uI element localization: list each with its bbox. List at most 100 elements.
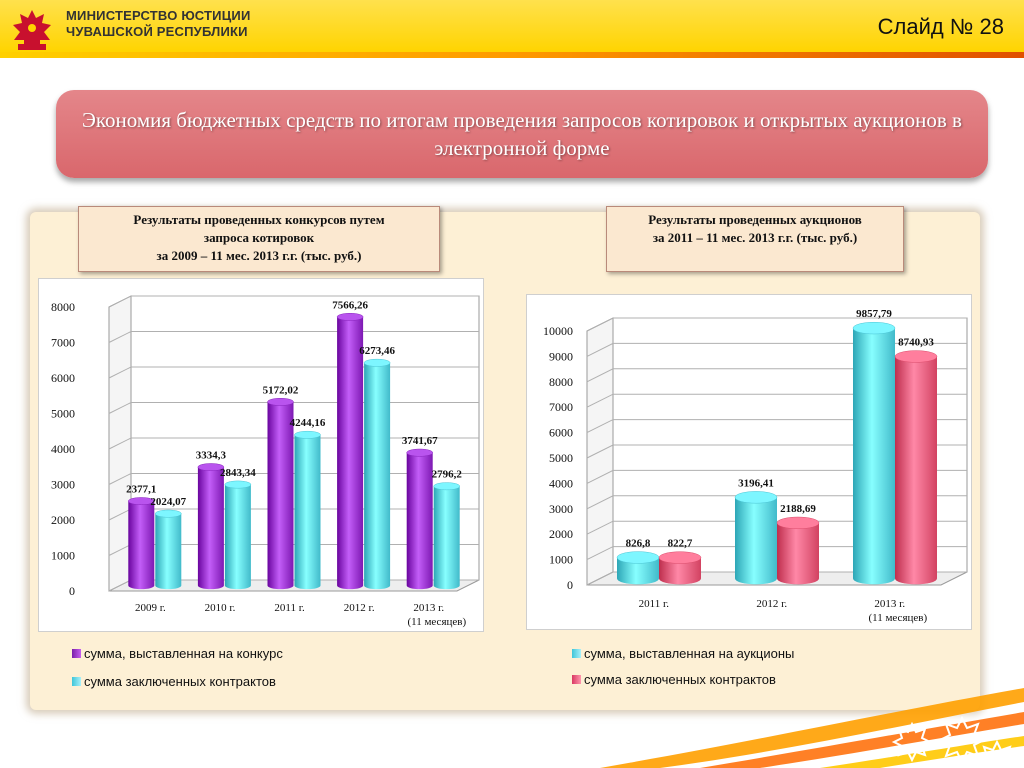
- y-tick-label: 6000: [51, 371, 75, 385]
- header-bar: [0, 0, 1024, 52]
- bar-top: [433, 482, 460, 491]
- y-tick-label: 3000: [549, 502, 573, 516]
- header-accent-line: [0, 52, 1024, 58]
- y-tick-label: 0: [567, 578, 573, 592]
- gridline: [586, 419, 967, 434]
- gridline: [586, 571, 967, 586]
- gridline: [586, 317, 967, 332]
- gridline: [586, 546, 967, 561]
- legend-swatch-pink: [572, 675, 581, 684]
- bar-top: [734, 491, 778, 504]
- data-label: 826,8: [626, 538, 651, 550]
- right-caption-line-2: за 2011 – 11 мес. 2013 г.г. (тыс. руб.): [652, 230, 858, 245]
- y-tick-label: 9000: [549, 349, 573, 363]
- data-label: 6273,46: [359, 345, 395, 357]
- bar-2013г: [433, 486, 460, 590]
- bar-2012г: [735, 497, 777, 585]
- y-tick-label: 1000: [549, 553, 573, 567]
- bar-2009г: [155, 513, 182, 590]
- ministry-name: МИНИСТЕРСТВО ЮСТИЦИИ ЧУВАШСКОЙ РЕСПУБЛИК…: [66, 8, 251, 40]
- bar-2012г: [777, 522, 819, 585]
- data-label: 2024,07: [150, 496, 186, 508]
- left-chart-caption: Результаты проведенных конкурсов путем з…: [78, 206, 440, 272]
- bar-2011г: [294, 434, 321, 590]
- star-ornament-icon: [891, 715, 1018, 768]
- legend-swatch-cyan: [572, 649, 581, 658]
- right-bar-chart: 0 1000 2000 3000 4000 5000 6000 7000 8000 9000 100…: [543, 308, 968, 624]
- bar-top: [294, 430, 321, 439]
- chuvash-emblem-icon: [13, 10, 51, 50]
- data-label: 7566,26: [332, 299, 368, 311]
- legend-right-series-1: сумма, выставленная на аукционы: [572, 646, 794, 661]
- bar-2013г: [406, 452, 433, 590]
- bar-2013г: [853, 328, 895, 585]
- title-banner: Экономия бюджетных средств по итогам про…: [56, 90, 988, 178]
- slide-number: Слайд № 28: [877, 14, 1004, 39]
- left-caption-line-2: запроса котировок: [203, 230, 315, 245]
- y-tick-label: 6000: [549, 426, 573, 440]
- x-tick-label: 2012 г.: [756, 598, 787, 610]
- bar-top: [363, 358, 391, 367]
- ministry-line-2: ЧУВАШСКОЙ РЕСПУБЛИКИ: [66, 24, 248, 39]
- data-label: 2188,69: [780, 503, 816, 515]
- gridline: [586, 368, 967, 383]
- gridline: [586, 393, 967, 408]
- x-tick-label: 2011 г.: [274, 602, 305, 614]
- bar-2011г: [659, 557, 701, 585]
- gridline: [586, 469, 967, 484]
- x-tick-label: 2013 г.: [874, 598, 905, 610]
- bar-top: [406, 448, 433, 457]
- right-chart-caption: Результаты проведенных аукционов за 2011…: [606, 206, 904, 272]
- legend-label: сумма, выставленная на конкурс: [84, 646, 283, 661]
- legend-left-series-1: сумма, выставленная на конкурс: [72, 646, 283, 661]
- banner-title: Экономия бюджетных средств по итогам про…: [82, 108, 962, 160]
- data-label: 3196,41: [738, 477, 774, 489]
- bar-top: [616, 551, 660, 564]
- bar-top: [894, 350, 938, 363]
- bar-2009г: [128, 501, 155, 590]
- y-tick-label: 7000: [51, 336, 75, 350]
- y-tick-label: 0: [69, 584, 75, 598]
- bar-2013г: [895, 356, 937, 585]
- data-label: 2377,1: [126, 483, 156, 495]
- x-tick-label: 2011 г.: [639, 598, 670, 610]
- gridline: [586, 342, 967, 357]
- ministry-line-1: МИНИСТЕРСТВО ЮСТИЦИИ: [66, 8, 251, 23]
- legend-label: сумма, выставленная на аукционы: [584, 646, 795, 661]
- legend-swatch-cyan: [72, 677, 81, 686]
- left-chart-area: 0 1000 2000 3000 4000 5000 6000 7000 8000 2377,1 2…: [38, 278, 484, 632]
- y-tick-label: 7000: [549, 400, 573, 414]
- bar-2012г: [364, 362, 391, 590]
- bar-2011г: [267, 401, 294, 590]
- y-tick-label: 5000: [51, 407, 75, 421]
- bar-top: [128, 497, 155, 506]
- y-tick-label: 8000: [51, 300, 75, 314]
- data-label: 2843,34: [220, 467, 256, 479]
- bar-2011г: [617, 557, 659, 585]
- right-chart-area: 0 1000 2000 3000 4000 5000 6000 7000 8000 9000 100…: [526, 294, 972, 630]
- data-label: 4244,16: [290, 417, 326, 429]
- bar-top: [776, 516, 820, 530]
- x-tick-label: 2010 г.: [205, 602, 236, 614]
- x-tick-sublabel: (11 месяцев): [407, 616, 466, 628]
- bar-2012г: [337, 316, 364, 590]
- data-label: 3334,3: [196, 449, 227, 461]
- bar-top: [197, 463, 225, 472]
- data-label: 5172,02: [263, 384, 299, 396]
- bar-top: [852, 321, 896, 335]
- legend-right-series-2: сумма заключенных контрактов: [572, 672, 776, 687]
- gridline: [586, 495, 967, 510]
- data-label: 3741,67: [402, 435, 438, 447]
- left-bar-chart: 0100020003000400050006000700080002377,12…: [51, 295, 480, 628]
- bar-top: [224, 480, 252, 489]
- x-tick-label: 2013 г.: [413, 602, 444, 614]
- bar-top: [658, 551, 702, 564]
- bar-top: [267, 398, 294, 406]
- left-caption-line-1: Результаты проведенных конкурсов путем: [133, 212, 385, 227]
- data-label: 822,7: [668, 538, 693, 550]
- x-tick-label: 2009 г.: [135, 602, 166, 614]
- y-tick-label: 4000: [51, 442, 75, 456]
- legend-swatch-purple: [72, 649, 81, 658]
- data-label: 8740,93: [898, 337, 934, 349]
- gridline: [586, 520, 967, 535]
